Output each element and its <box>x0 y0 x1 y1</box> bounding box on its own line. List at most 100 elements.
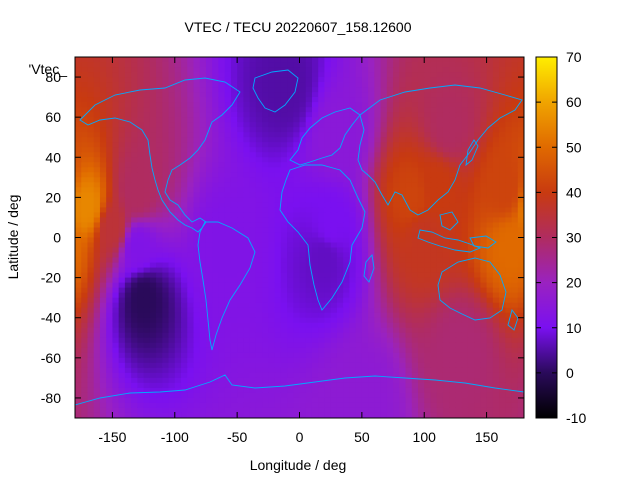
heatmap-cell <box>430 227 438 234</box>
heatmap-cell <box>187 247 195 254</box>
heatmap-cell <box>112 237 120 244</box>
heatmap-cell <box>324 357 332 364</box>
heatmap-cell <box>305 137 313 143</box>
heatmap-cell <box>75 177 82 183</box>
heatmap-cell <box>293 57 301 63</box>
heatmap-cell <box>106 177 114 183</box>
heatmap-cell <box>237 302 244 309</box>
heatmap-cell <box>243 192 251 198</box>
heatmap-cell <box>75 97 82 103</box>
heatmap-cell <box>199 122 207 128</box>
heatmap-cell <box>255 137 263 143</box>
heatmap-cell <box>430 292 438 299</box>
heatmap-cell <box>237 97 244 103</box>
heatmap-cell <box>330 252 338 259</box>
heatmap-cell <box>187 257 195 264</box>
heatmap-cell <box>255 182 263 188</box>
heatmap-cell <box>492 352 500 359</box>
heatmap-cell <box>492 312 500 319</box>
heatmap-cell <box>268 157 276 163</box>
heatmap-cell <box>336 342 344 349</box>
heatmap-cell <box>193 207 201 214</box>
heatmap-cell <box>499 197 506 203</box>
heatmap-cell <box>299 332 307 339</box>
heatmap-cell <box>137 102 145 108</box>
heatmap-cell <box>480 352 488 359</box>
heatmap-cell <box>112 72 120 78</box>
heatmap-cell <box>174 152 182 158</box>
heatmap-cell <box>399 242 407 249</box>
heatmap-cell <box>455 252 463 259</box>
heatmap-cell <box>455 217 463 224</box>
heatmap-cell <box>268 202 276 209</box>
heatmap-cell <box>424 392 432 399</box>
heatmap-cell <box>237 102 244 108</box>
heatmap-cell <box>75 332 82 339</box>
heatmap-cell <box>99 57 107 63</box>
heatmap-cell <box>424 302 432 309</box>
heatmap-cell <box>230 112 238 118</box>
heatmap-cell <box>449 372 457 379</box>
heatmap-cell <box>361 227 369 234</box>
heatmap-cell <box>424 187 432 193</box>
heatmap-cell <box>499 72 506 78</box>
heatmap-cell <box>336 267 344 274</box>
heatmap-cell <box>386 127 394 133</box>
heatmap-cell <box>162 72 170 78</box>
heatmap-cell <box>311 327 319 334</box>
heatmap-cell <box>87 362 95 369</box>
heatmap-cell <box>411 197 419 203</box>
heatmap-cell <box>480 277 488 284</box>
heatmap-cell <box>511 307 519 314</box>
heatmap-cell <box>262 327 269 334</box>
heatmap-cell <box>499 307 506 314</box>
heatmap-cell <box>318 397 326 404</box>
heatmap-cell <box>93 147 101 153</box>
heatmap-cell <box>137 217 145 224</box>
heatmap-cell <box>349 207 357 214</box>
heatmap-cell <box>361 152 369 158</box>
heatmap-cell <box>368 107 375 113</box>
heatmap-cell <box>93 277 101 284</box>
heatmap-cell <box>205 362 213 369</box>
heatmap-cell <box>124 167 132 173</box>
heatmap-cell <box>355 57 363 63</box>
heatmap-cell <box>268 392 276 399</box>
heatmap-cell <box>511 382 519 389</box>
heatmap-cell <box>249 277 257 284</box>
heatmap-cell <box>455 117 463 123</box>
heatmap-cell <box>492 142 500 148</box>
heatmap-cell <box>212 222 220 229</box>
heatmap-cell <box>455 277 463 284</box>
heatmap-cell <box>174 327 182 334</box>
heatmap-cell <box>156 267 163 274</box>
heatmap-cell <box>449 232 457 239</box>
heatmap-cell <box>268 347 276 354</box>
heatmap-cell <box>87 72 95 78</box>
heatmap-cell <box>517 367 524 374</box>
heatmap-cell <box>386 392 394 399</box>
heatmap-cell <box>461 197 469 203</box>
heatmap-cell <box>318 127 326 133</box>
heatmap-cell <box>75 222 82 229</box>
heatmap-cell <box>311 302 319 309</box>
heatmap-cell <box>436 147 444 153</box>
heatmap-cell <box>149 72 157 78</box>
heatmap-cell <box>193 72 201 78</box>
heatmap-cell <box>349 392 357 399</box>
heatmap-cell <box>262 262 269 269</box>
heatmap-cell <box>349 332 357 339</box>
heatmap-cell <box>274 382 282 389</box>
heatmap-cell <box>343 252 350 259</box>
heatmap-cell <box>355 212 363 219</box>
heatmap-cell <box>355 132 363 138</box>
heatmap-cell <box>174 107 182 113</box>
heatmap-cell <box>181 177 188 183</box>
heatmap-cell <box>280 367 288 374</box>
heatmap-cell <box>467 177 475 183</box>
heatmap-cell <box>324 197 332 203</box>
heatmap-cell <box>218 207 226 214</box>
heatmap-cell <box>255 267 263 274</box>
heatmap-cell <box>99 162 107 168</box>
heatmap-cell <box>212 237 220 244</box>
